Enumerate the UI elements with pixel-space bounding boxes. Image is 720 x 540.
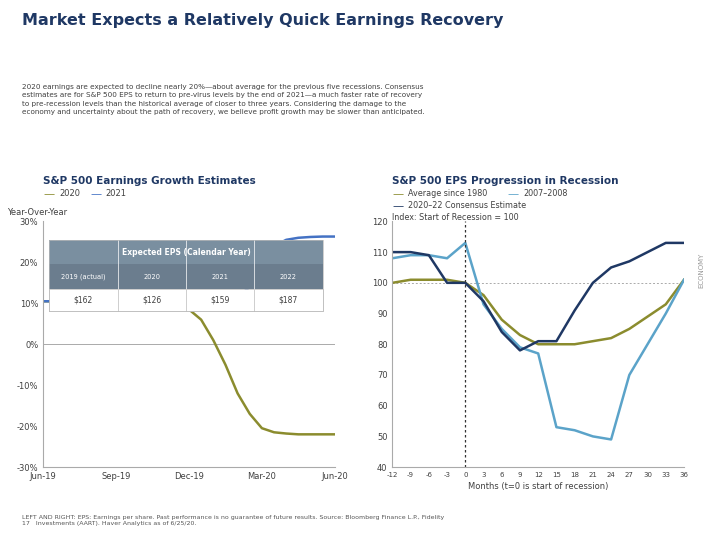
Text: Index: Start of Recession = 100: Index: Start of Recession = 100: [392, 213, 519, 222]
Bar: [49, 240, 323, 265]
Text: ECONOMY: ECONOMY: [698, 252, 704, 288]
Text: 2022: 2022: [280, 274, 297, 280]
Text: $187: $187: [279, 296, 298, 305]
Text: S&P 500 EPS Progression in Recession: S&P 500 EPS Progression in Recession: [392, 176, 619, 186]
Text: $126: $126: [142, 296, 161, 305]
Text: 2020: 2020: [143, 274, 161, 280]
Bar: [49, 265, 323, 289]
Text: $159: $159: [210, 296, 230, 305]
Text: LEFT AND RIGHT: EPS: Earnings per share. Past performance is no guarantee of fut: LEFT AND RIGHT: EPS: Earnings per share.…: [22, 515, 444, 526]
Text: Market Expects a Relatively Quick Earnings Recovery: Market Expects a Relatively Quick Earnin…: [22, 14, 503, 29]
Text: —: —: [508, 189, 518, 199]
Text: 2021: 2021: [106, 189, 127, 198]
Text: S&P 500 Earnings Growth Estimates: S&P 500 Earnings Growth Estimates: [43, 176, 256, 186]
Text: Expected EPS (Calendar Year): Expected EPS (Calendar Year): [122, 248, 251, 256]
Text: Average since 1980: Average since 1980: [408, 189, 487, 198]
Text: —: —: [392, 201, 403, 211]
Text: —: —: [90, 189, 101, 199]
Text: 2020–22 Consensus Estimate: 2020–22 Consensus Estimate: [408, 201, 526, 210]
Text: —: —: [43, 189, 54, 199]
Text: 2020: 2020: [59, 189, 80, 198]
Text: 2019 (actual): 2019 (actual): [61, 273, 106, 280]
Text: —: —: [392, 189, 403, 199]
Text: Year-Over-Year: Year-Over-Year: [7, 208, 68, 217]
Text: 2020 earnings are expected to decline nearly 20%—about average for the previous : 2020 earnings are expected to decline ne…: [22, 84, 424, 115]
Text: $162: $162: [74, 296, 93, 305]
Text: 2021: 2021: [212, 274, 228, 280]
Text: 2007–2008: 2007–2008: [523, 189, 568, 198]
X-axis label: Months (t=0 is start of recession): Months (t=0 is start of recession): [468, 482, 608, 491]
Bar: [49, 289, 323, 312]
